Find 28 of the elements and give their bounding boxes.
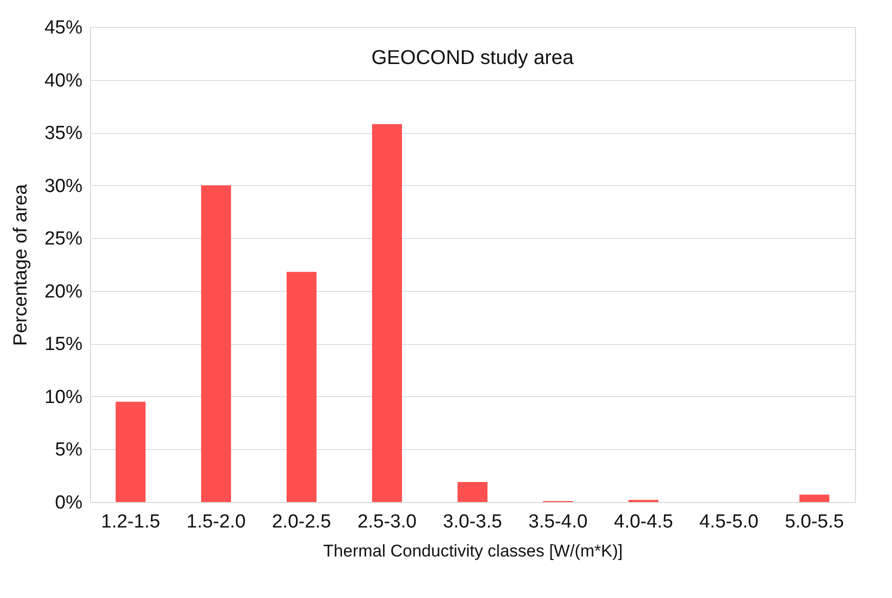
y-tick-label: 45% [44, 18, 83, 38]
y-tick-label: 5% [55, 440, 83, 461]
x-axis-title: Thermal Conductivity classes [W/(m*K)] [323, 542, 623, 560]
x-tick-label: 5.0-5.5 [784, 512, 844, 532]
x-tick-label: 1.5-2.0 [186, 512, 246, 532]
bar [372, 124, 402, 502]
x-tick-label: 3.0-3.5 [442, 512, 502, 532]
x-tick-label: 2.0-2.5 [272, 512, 332, 532]
y-tick-label: 35% [44, 123, 83, 144]
x-tick-label: 3.5-4.0 [528, 512, 588, 532]
bar [286, 272, 317, 502]
x-tick-label: 4.0-4.5 [614, 512, 674, 532]
x-tick-label: 2.5-3.0 [357, 512, 417, 532]
text: GEOCOND study area [371, 47, 575, 69]
y-tick-label: 20% [44, 281, 83, 302]
y-tick-label: 10% [44, 386, 83, 408]
bar [116, 402, 146, 502]
x-tick-label: 1.2-1.5 [101, 512, 160, 532]
bar [201, 185, 232, 502]
y-axis-title: Percentage of area [10, 184, 32, 346]
y-tick-label: 25% [44, 228, 83, 250]
y-tick-label: 40% [44, 70, 83, 92]
bar [799, 494, 830, 502]
bar [458, 482, 488, 502]
y-tick-label: 15% [44, 334, 83, 356]
y-tick-label: 0% [55, 492, 83, 514]
y-tick-label: 30% [44, 176, 83, 197]
x-tick-label: 4.5-5.0 [699, 512, 759, 532]
